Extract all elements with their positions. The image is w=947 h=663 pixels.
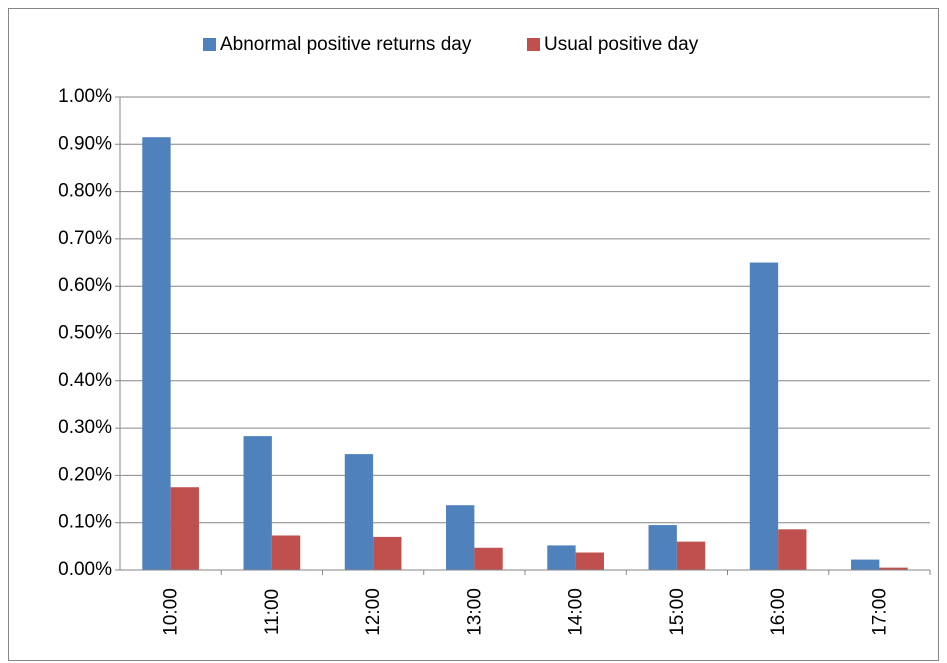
x-tick-label: 10:00 — [161, 588, 182, 636]
y-tick-label: 0.40% — [58, 370, 112, 391]
bar — [575, 552, 604, 570]
bar — [243, 436, 272, 570]
legend-label: Abnormal positive returns day — [220, 34, 472, 55]
x-tick-label: 17:00 — [869, 588, 890, 636]
y-tick-label: 0.90% — [58, 133, 112, 154]
y-tick-label: 0.60% — [58, 275, 112, 296]
y-tick-label: 0.50% — [58, 323, 112, 344]
y-tick-label: 0.10% — [58, 512, 112, 533]
legend-swatch — [203, 38, 216, 51]
bar — [547, 545, 576, 570]
x-tick-label: 15:00 — [667, 588, 688, 636]
y-tick-label: 0.00% — [58, 559, 112, 580]
bar — [142, 137, 171, 570]
y-tick-label: 0.30% — [58, 417, 112, 438]
x-tick-label: 16:00 — [768, 588, 789, 636]
x-tick-label: 14:00 — [566, 588, 587, 636]
bar — [474, 547, 503, 570]
bar — [446, 505, 475, 570]
bar — [778, 529, 807, 570]
bar — [851, 559, 880, 570]
x-tick-label: 13:00 — [464, 588, 485, 636]
y-tick-label: 0.20% — [58, 464, 112, 485]
bar — [373, 536, 402, 570]
bar — [271, 535, 301, 570]
y-tick-label: 0.80% — [58, 181, 112, 202]
bar — [879, 567, 908, 570]
x-tick-label: 11:00 — [262, 589, 283, 635]
bar — [344, 454, 374, 570]
x-tick-label: 12:00 — [363, 588, 384, 636]
legend-label: Usual positive day — [544, 34, 699, 55]
y-tick-label: 0.70% — [58, 228, 112, 249]
y-tick-label: 1.00% — [58, 86, 112, 107]
bar — [676, 541, 706, 570]
legend-swatch — [527, 38, 540, 51]
bar — [170, 487, 199, 570]
bar — [648, 525, 677, 570]
bar — [749, 262, 779, 570]
